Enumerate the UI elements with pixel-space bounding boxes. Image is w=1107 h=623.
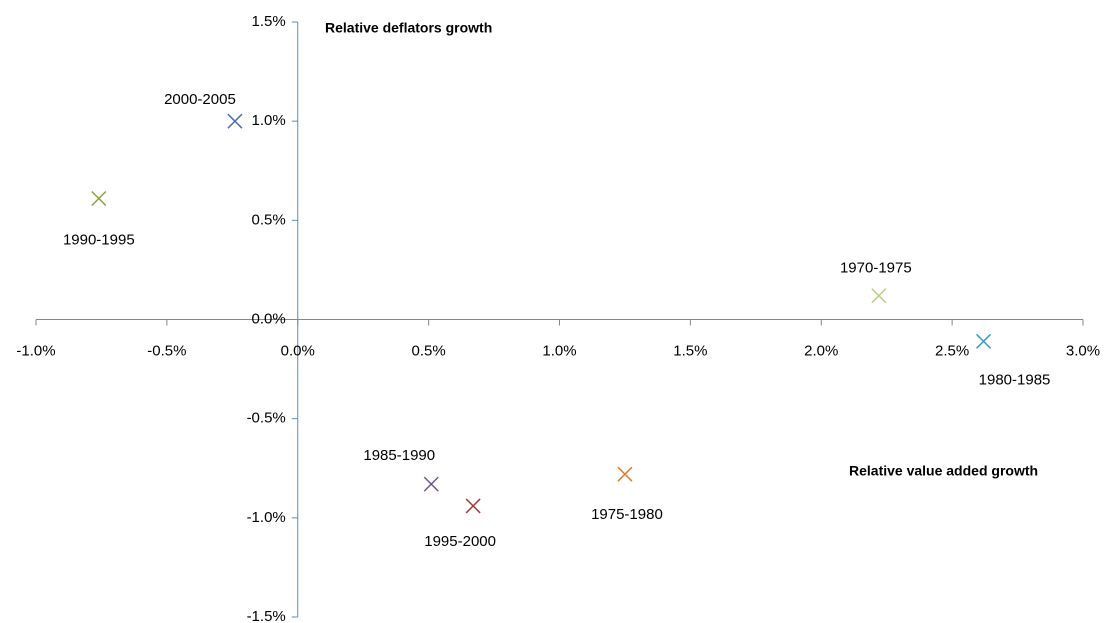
y-tick-label: 0.5% bbox=[252, 211, 286, 228]
x-tick-label: 2.5% bbox=[935, 342, 969, 359]
x-tick-label: 1.5% bbox=[673, 342, 707, 359]
point bbox=[423, 476, 439, 492]
y-tick-label: 1.0% bbox=[252, 112, 286, 129]
x-tick-label: -0.5% bbox=[147, 342, 186, 359]
point bbox=[871, 288, 887, 304]
x-tick-label: 3.0% bbox=[1066, 342, 1100, 359]
point-stroke bbox=[227, 113, 243, 129]
point bbox=[617, 466, 633, 482]
y-tick-label: 0.0% bbox=[252, 310, 286, 327]
x-tick-label: 0.0% bbox=[281, 342, 315, 359]
point-stroke bbox=[423, 476, 439, 492]
x-tick-label: 0.5% bbox=[412, 342, 446, 359]
x-tick-label: 2.0% bbox=[804, 342, 838, 359]
point-stroke bbox=[871, 288, 887, 304]
point-label: 1970-1975 bbox=[840, 260, 912, 277]
point bbox=[465, 498, 481, 514]
y-tick-label: -1.5% bbox=[247, 608, 286, 623]
point-label: 1980-1985 bbox=[979, 371, 1051, 388]
point-label: 2000-2005 bbox=[164, 91, 236, 108]
point-stroke bbox=[91, 190, 107, 207]
y-tick-label: 1.5% bbox=[252, 13, 286, 30]
x-tick-label: 1.0% bbox=[542, 342, 576, 359]
point-label: 1985-1990 bbox=[363, 447, 435, 464]
point-stroke bbox=[976, 333, 992, 349]
point-label: 1990-1995 bbox=[63, 231, 135, 248]
point bbox=[976, 333, 992, 349]
x-axis-title: Relative value added growth bbox=[849, 463, 1038, 479]
y-axis-title: Relative deflators growth bbox=[325, 20, 492, 36]
y-tick-label: -0.5% bbox=[247, 410, 286, 427]
point bbox=[227, 113, 243, 129]
point-label: 1995-2000 bbox=[424, 533, 496, 550]
point bbox=[91, 190, 107, 207]
y-tick-label: -1.0% bbox=[247, 509, 286, 526]
x-tick-label: -1.0% bbox=[16, 342, 55, 359]
point-label: 1975-1980 bbox=[591, 506, 663, 523]
point-stroke bbox=[465, 498, 481, 514]
point-stroke bbox=[617, 466, 633, 482]
